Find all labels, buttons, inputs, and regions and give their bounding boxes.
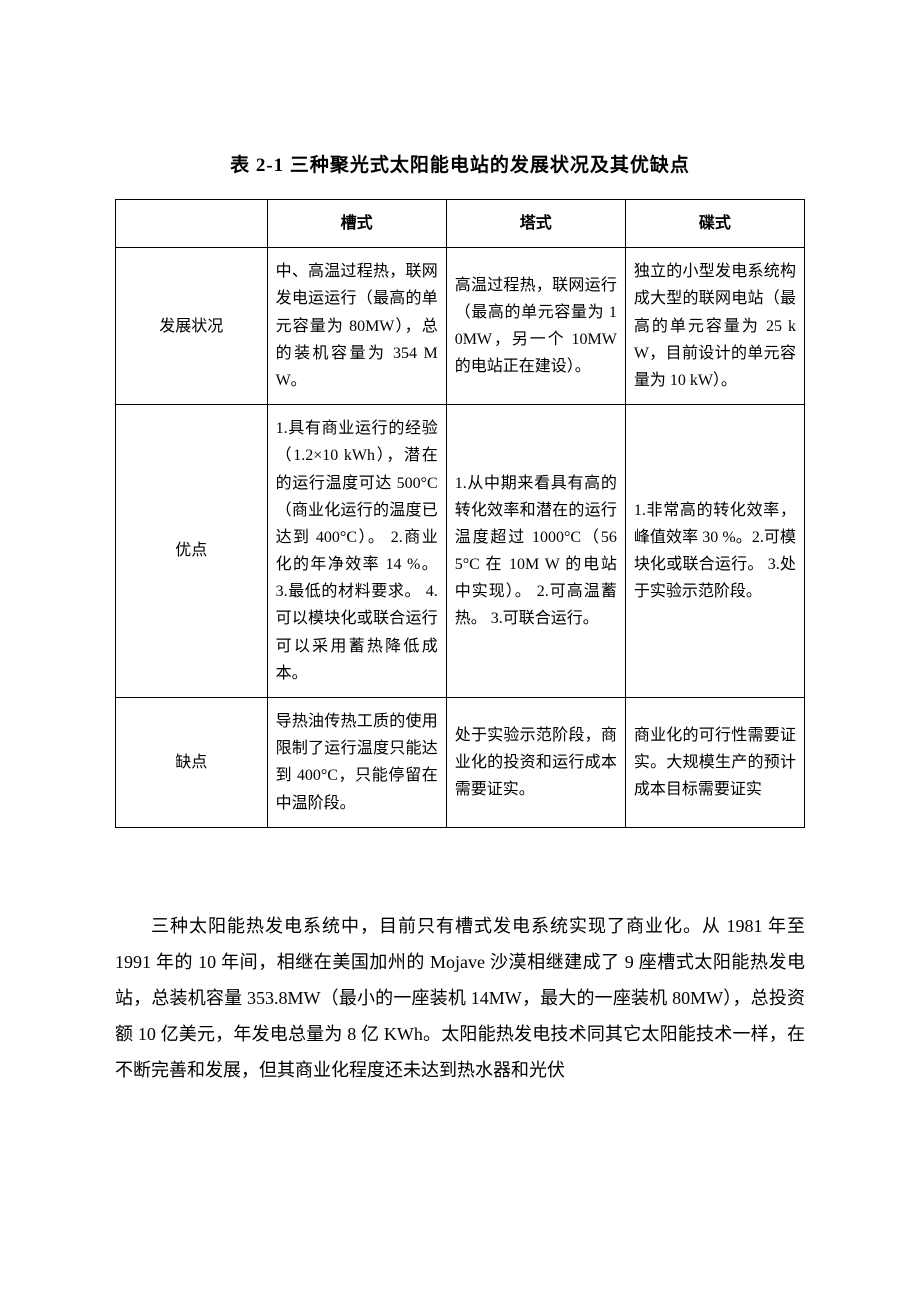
row-label: 缺点 [116,698,268,828]
header-blank [116,200,268,248]
cell: 处于实验示范阶段，商业化的投资和运行成本需要证实。 [446,698,625,828]
header-col2: 塔式 [446,200,625,248]
cell: 1.具有商业运行的经验（1.2×10 kWh），潜在的运行温度可达 500°C（… [267,405,446,698]
row-label: 发展状况 [116,248,268,405]
table-row: 发展状况 中、高温过程热，联网发电运运行（最高的单元容量为 80MW），总的装机… [116,248,805,405]
header-col1: 槽式 [267,200,446,248]
body-paragraph: 三种太阳能热发电系统中，目前只有槽式发电系统实现了商业化。从 1981 年至 1… [115,908,805,1088]
cell: 中、高温过程热，联网发电运运行（最高的单元容量为 80MW），总的装机容量为 3… [267,248,446,405]
table-row: 缺点 导热油传热工质的使用限制了运行温度只能达到 400°C，只能停留在中温阶段… [116,698,805,828]
cell: 1.非常高的转化效率，峰值效率 30 %。2.可模块化或联合运行。 3.处于实验… [625,405,804,698]
cell: 独立的小型发电系统构成大型的联网电站（最高的单元容量为 25 kW，目前设计的单… [625,248,804,405]
table-title: 表 2-1 三种聚光式太阳能电站的发展状况及其优缺点 [115,150,805,177]
comparison-table: 槽式 塔式 碟式 发展状况 中、高温过程热，联网发电运运行（最高的单元容量为 8… [115,199,805,828]
cell: 高温过程热，联网运行（最高的单元容量为 10MW，另一个 10MW 的电站正在建… [446,248,625,405]
cell: 商业化的可行性需要证实。大规模生产的预计成本目标需要证实 [625,698,804,828]
header-col3: 碟式 [625,200,804,248]
cell: 1.从中期来看具有高的转化效率和潜在的运行温度超过 1000°C（56 5°C … [446,405,625,698]
cell: 导热油传热工质的使用限制了运行温度只能达到 400°C，只能停留在中温阶段。 [267,698,446,828]
document-page: 表 2-1 三种聚光式太阳能电站的发展状况及其优缺点 槽式 塔式 碟式 发展状况… [0,0,920,1302]
table-header-row: 槽式 塔式 碟式 [116,200,805,248]
row-label: 优点 [116,405,268,698]
table-row: 优点 1.具有商业运行的经验（1.2×10 kWh），潜在的运行温度可达 500… [116,405,805,698]
